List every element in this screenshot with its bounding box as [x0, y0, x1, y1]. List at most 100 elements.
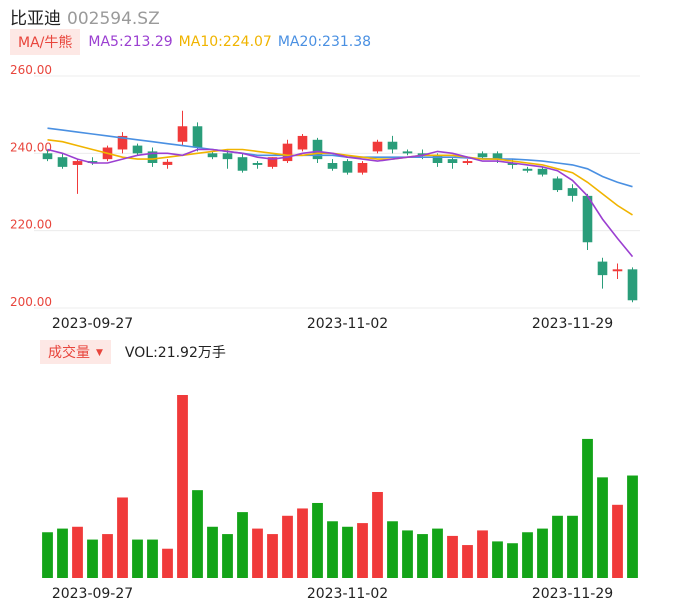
- volume-bar: [462, 545, 473, 578]
- candle-body: [312, 139, 323, 160]
- volume-bar: [432, 528, 443, 578]
- volume-bar: [297, 508, 308, 578]
- volume-bar: [252, 528, 263, 578]
- y-tick-label: 240.00: [10, 140, 52, 154]
- x-tick-label: 2023-11-29: [532, 586, 613, 602]
- candle-body: [42, 153, 53, 160]
- candle-body: [87, 161, 98, 163]
- ma-legend: MA/牛熊 MA5:213.29 MA10:224.07 MA20:231.38: [10, 29, 372, 55]
- candle-body: [432, 155, 443, 163]
- candle-body: [567, 188, 578, 196]
- volume-bar: [387, 521, 398, 578]
- candle-body: [342, 161, 353, 173]
- volume-bar: [327, 521, 338, 578]
- candle-body: [57, 157, 68, 167]
- candle-body: [117, 135, 128, 150]
- volume-bar: [522, 532, 533, 578]
- volume-bar: [222, 534, 233, 578]
- volume-bar: [372, 491, 383, 578]
- stock-name: 比亚迪: [10, 9, 61, 29]
- y-tick-label: 220.00: [10, 218, 52, 232]
- candle-body: [267, 157, 278, 167]
- volume-bar: [567, 515, 578, 578]
- volume-bar: [612, 504, 623, 578]
- candle-body: [147, 151, 158, 163]
- volume-bar: [477, 530, 488, 578]
- stock-code: 002594.SZ: [67, 9, 160, 29]
- candle-body: [252, 163, 263, 165]
- volume-legend: 成交量 ▼ VOL:21.92万手: [40, 340, 226, 364]
- volume-bar: [42, 532, 53, 578]
- volume-bar: [492, 541, 503, 578]
- volume-bar: [537, 528, 548, 578]
- ma10-line: [47, 139, 633, 216]
- volume-bar: [57, 528, 68, 578]
- volume-bar: [597, 477, 608, 578]
- volume-bar: [342, 526, 353, 578]
- y-tick-label: 260.00: [10, 63, 52, 77]
- volume-bar: [627, 475, 638, 578]
- candle-body: [237, 157, 248, 171]
- volume-bar: [507, 543, 518, 578]
- volume-bar: [72, 526, 83, 578]
- volume-bar: [282, 515, 293, 578]
- candle-body: [132, 145, 143, 154]
- x-tick-label: 2023-11-02: [307, 316, 388, 332]
- y-tick-label: 200.00: [10, 295, 52, 309]
- candle-body: [207, 153, 218, 158]
- candle-body: [372, 141, 383, 152]
- ma-indicator-button[interactable]: MA/牛熊: [10, 29, 81, 55]
- volume-bar: [357, 523, 368, 578]
- candle-body: [447, 159, 458, 163]
- candle-body: [177, 126, 188, 142]
- candle-body: [402, 151, 413, 154]
- candle-body: [222, 153, 233, 160]
- candle-body: [627, 269, 638, 301]
- candle-body: [162, 161, 173, 165]
- ma10-value: MA10:224.07: [178, 34, 272, 50]
- volume-bar: [312, 502, 323, 578]
- volume-bar: [87, 539, 98, 578]
- volume-bar: [447, 535, 458, 578]
- volume-bar: [177, 395, 188, 578]
- stock-title: 比亚迪 002594.SZ: [10, 4, 160, 29]
- volume-bar: [117, 497, 128, 578]
- candle-body: [282, 143, 293, 162]
- volume-bar: [552, 515, 563, 578]
- candle-body: [492, 153, 503, 160]
- ma20-value: MA20:231.38: [277, 34, 372, 50]
- x-tick-label: 2023-09-27: [52, 586, 133, 602]
- volume-bar: [162, 548, 173, 578]
- volume-bar: [417, 534, 428, 578]
- candle-body: [522, 168, 533, 171]
- volume-bar: [132, 539, 143, 578]
- volume-bar: [192, 490, 203, 578]
- candle-body: [552, 178, 563, 191]
- candle-body: [387, 141, 398, 150]
- x-tick-label: 2023-09-27: [52, 316, 133, 332]
- candle-body: [537, 168, 548, 175]
- x-tick-label: 2023-11-29: [532, 316, 613, 332]
- volume-bar: [147, 539, 158, 578]
- ma20-line: [47, 127, 633, 188]
- dropdown-triangle-icon: ▼: [96, 348, 103, 358]
- candle-body: [357, 163, 368, 173]
- volume-bar: [237, 512, 248, 578]
- candle-body: [507, 163, 518, 165]
- volume-button-label: 成交量: [48, 345, 90, 361]
- volume-bar: [102, 534, 113, 578]
- volume-bar: [402, 530, 413, 578]
- candle-body: [612, 269, 623, 272]
- candle-body: [72, 161, 83, 165]
- x-tick-label: 2023-11-02: [307, 586, 388, 602]
- volume-value: VOL:21.92万手: [124, 345, 226, 361]
- ma5-line: [47, 148, 634, 258]
- volume-indicator-button[interactable]: 成交量 ▼: [40, 340, 111, 364]
- volume-bar: [267, 534, 278, 578]
- candle-body: [327, 163, 338, 169]
- volume-bar: [207, 526, 218, 578]
- ma5-value: MA5:213.29: [88, 34, 173, 50]
- candle-body: [477, 153, 488, 158]
- candle-body: [297, 135, 308, 150]
